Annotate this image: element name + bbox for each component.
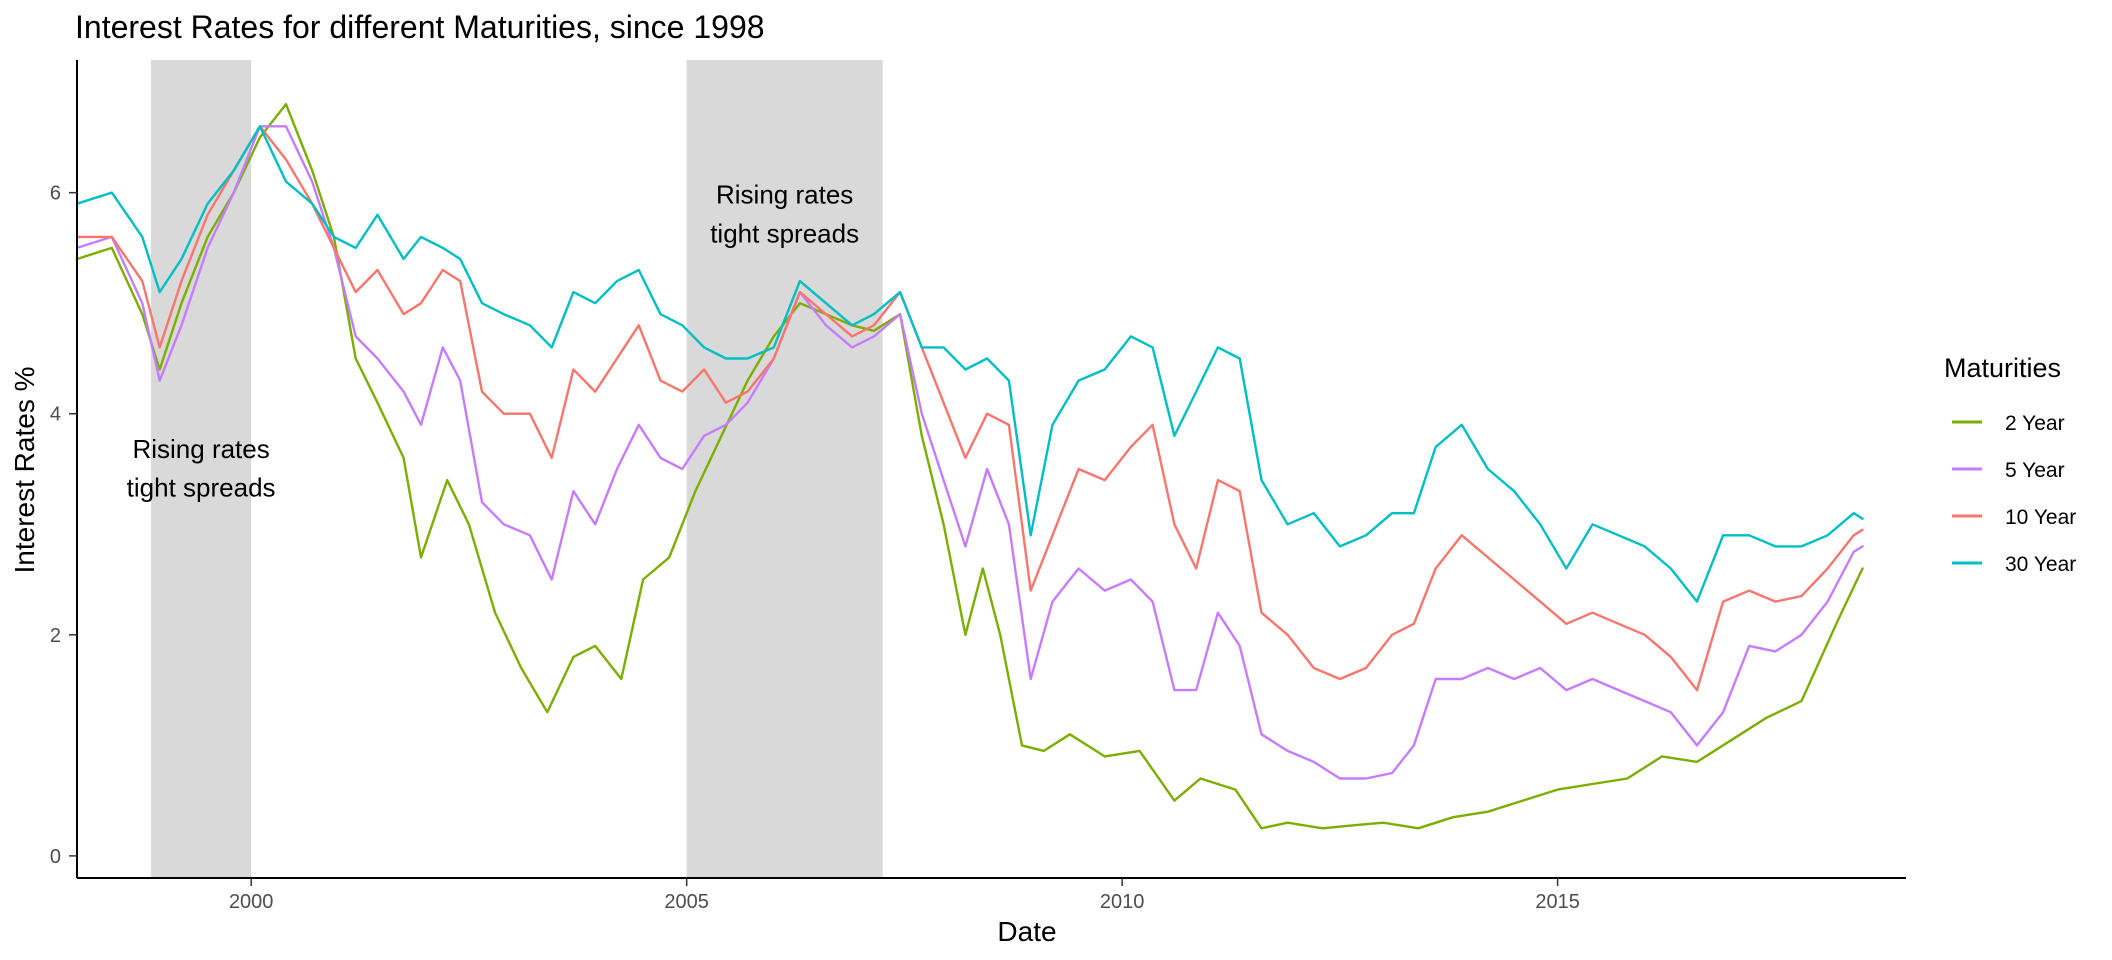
legend-label-5-year: 5 Year [2005,459,2065,482]
annotation-2-line-2: tight spreads [710,218,859,248]
annotations: Rising rates tight spreads Rising rates tig… [127,180,859,503]
x-axis-title: Date [997,916,1056,947]
shaded-periods [151,60,883,878]
legend-label-2-year: 2 Year [2005,412,2065,435]
series-line-5-year [75,125,1864,780]
annotation-1-line-1: Rising rates [132,434,269,464]
axis-ticks: 2000 2005 2010 2015 0 2 4 6 [50,183,1580,913]
shaded-period-1 [151,60,252,878]
series-line-30-year [75,125,1864,603]
y-tick-label-4: 4 [50,404,61,426]
x-tick-label-2005: 2005 [664,891,709,913]
x-tick-label-2010: 2010 [1100,891,1145,913]
legend-label-30-year: 30 Year [2005,553,2076,576]
annotation-1-line-2: tight spreads [127,473,276,503]
legend: Maturities 2 Year 5 Year 10 Year 30 Year [1944,353,2076,576]
x-tick-label-2015: 2015 [1535,891,1580,913]
y-axis-title: Interest Rates % [9,367,40,574]
y-tick-label-2: 2 [50,625,61,647]
series-line-10-year [75,125,1864,692]
y-tick-label-6: 6 [50,183,61,205]
shaded-period-2 [686,60,883,878]
legend-label-10-year: 10 Year [2005,506,2076,529]
x-tick-label-2000: 2000 [229,891,274,913]
annotation-2-line-1: Rising rates [716,180,853,210]
y-tick-label-0: 0 [50,846,61,868]
legend-items: 2 Year 5 Year 10 Year 30 Year [1952,412,2076,576]
series-lines [75,102,1864,830]
chart-title: Interest Rates for different Maturities,… [75,9,765,45]
legend-title: Maturities [1944,353,2061,383]
series-line-2-year [75,102,1864,830]
